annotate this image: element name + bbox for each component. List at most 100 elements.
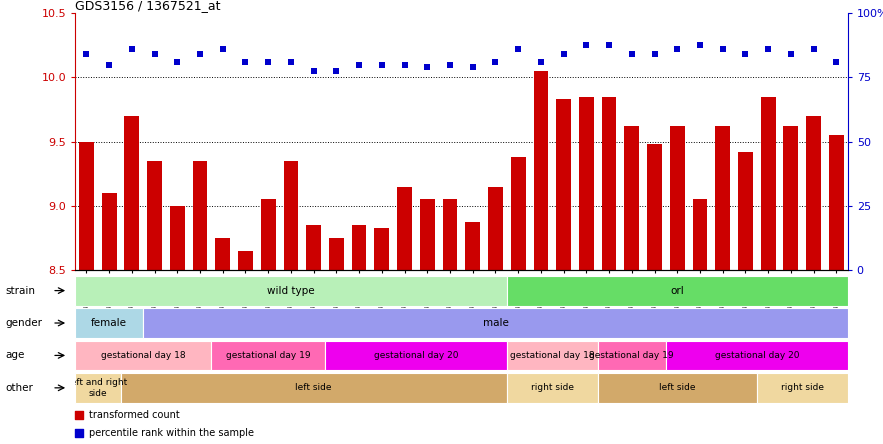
Point	[261, 59, 275, 66]
Text: gestational day 18: gestational day 18	[510, 351, 594, 360]
Bar	[806, 116, 821, 270]
Bar	[507, 373, 598, 403]
Point	[147, 51, 162, 58]
Point	[193, 51, 208, 58]
Bar	[192, 161, 208, 270]
Text: GDS3156 / 1367521_at: GDS3156 / 1367521_at	[75, 0, 221, 12]
Bar	[692, 199, 707, 270]
Text: left side: left side	[296, 383, 332, 392]
Bar	[624, 126, 639, 270]
Point	[511, 46, 525, 53]
Bar	[79, 142, 94, 270]
Point	[784, 51, 798, 58]
Point	[420, 63, 434, 71]
Text: left and right
side: left and right side	[68, 378, 127, 397]
Point	[488, 59, 502, 66]
Bar	[465, 222, 480, 270]
Text: gestational day 18: gestational day 18	[101, 351, 185, 360]
Bar	[647, 144, 662, 270]
Bar	[397, 186, 412, 270]
Bar	[329, 238, 343, 270]
Point	[397, 61, 411, 68]
Point	[556, 51, 570, 58]
Point	[625, 51, 639, 58]
Bar	[306, 225, 321, 270]
Point	[693, 42, 707, 49]
Text: gestational day 20: gestational day 20	[374, 351, 458, 360]
Bar	[761, 97, 775, 270]
Bar	[738, 152, 753, 270]
Bar	[325, 341, 507, 370]
Bar	[260, 199, 275, 270]
Bar	[374, 228, 389, 270]
Text: gestational day 20: gestational day 20	[714, 351, 799, 360]
Point	[238, 59, 253, 66]
Bar	[556, 99, 571, 270]
Text: wild type: wild type	[268, 285, 314, 296]
Text: gestational day 19: gestational day 19	[590, 351, 674, 360]
Text: gender: gender	[6, 318, 42, 328]
Bar	[666, 341, 848, 370]
Bar	[125, 116, 140, 270]
Bar	[507, 276, 848, 305]
Bar	[579, 97, 593, 270]
Bar	[75, 341, 211, 370]
Point	[329, 67, 343, 75]
Bar	[75, 373, 120, 403]
Point	[647, 51, 661, 58]
Point	[352, 61, 366, 68]
Bar	[238, 251, 253, 270]
Bar	[351, 225, 366, 270]
Bar	[211, 341, 325, 370]
Point	[761, 46, 775, 53]
Point	[579, 42, 593, 49]
Text: other: other	[6, 383, 34, 393]
Bar	[120, 373, 507, 403]
Bar	[147, 161, 162, 270]
Text: strain: strain	[6, 285, 36, 296]
Text: left side: left side	[659, 383, 696, 392]
Point	[170, 59, 185, 66]
Point	[465, 63, 479, 71]
Bar	[507, 341, 598, 370]
Bar	[102, 193, 117, 270]
Point	[374, 61, 389, 68]
Point	[283, 59, 298, 66]
Bar	[75, 308, 143, 338]
Bar	[442, 199, 457, 270]
Bar	[598, 341, 666, 370]
Point	[72, 429, 86, 436]
Bar	[783, 126, 798, 270]
Bar	[757, 373, 848, 403]
Bar	[283, 161, 298, 270]
Bar	[75, 276, 507, 305]
Text: transformed count: transformed count	[88, 410, 179, 420]
Bar	[510, 157, 525, 270]
Point	[806, 46, 820, 53]
Bar	[420, 199, 434, 270]
Text: right side: right side	[531, 383, 574, 392]
Bar	[829, 135, 843, 270]
Point	[715, 46, 729, 53]
Point	[443, 61, 457, 68]
Text: right side: right side	[781, 383, 824, 392]
Point	[534, 59, 548, 66]
Point	[829, 59, 843, 66]
Text: gestational day 19: gestational day 19	[226, 351, 311, 360]
Point	[79, 51, 94, 58]
Point	[102, 61, 117, 68]
Text: male: male	[482, 318, 509, 328]
Point	[215, 46, 230, 53]
Bar	[601, 97, 616, 270]
Point	[670, 46, 684, 53]
Point	[738, 51, 752, 58]
Text: orl: orl	[670, 285, 684, 296]
Text: percentile rank within the sample: percentile rank within the sample	[88, 428, 253, 438]
Bar	[715, 126, 730, 270]
Bar	[598, 373, 757, 403]
Point	[72, 412, 86, 419]
Bar	[215, 238, 230, 270]
Bar	[170, 206, 185, 270]
Point	[306, 67, 321, 75]
Text: female: female	[91, 318, 127, 328]
